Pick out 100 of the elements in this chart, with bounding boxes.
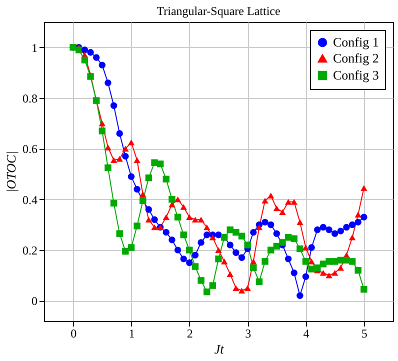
point (180, 256, 187, 262)
point (273, 230, 280, 237)
point (92, 54, 100, 61)
point (98, 120, 106, 126)
point (284, 256, 292, 262)
point (145, 216, 152, 223)
point (331, 258, 338, 265)
point (156, 160, 164, 168)
point (98, 62, 106, 68)
point (162, 228, 170, 236)
x-tick-label: 1 (128, 326, 135, 340)
point (110, 157, 118, 163)
point (192, 216, 199, 223)
point (198, 277, 204, 284)
point (360, 214, 368, 220)
point (140, 191, 146, 198)
point (104, 164, 112, 172)
point (110, 102, 118, 109)
point (296, 219, 304, 226)
point (209, 234, 216, 240)
point (116, 230, 123, 237)
point (354, 212, 362, 218)
point (198, 239, 204, 246)
point (145, 206, 152, 213)
x-axis-title: Jt (214, 342, 224, 356)
point (104, 79, 112, 86)
point (290, 270, 298, 276)
point (198, 216, 204, 223)
point (192, 252, 199, 258)
point (238, 232, 246, 240)
point (314, 264, 321, 272)
point (76, 46, 82, 54)
point (354, 218, 362, 226)
point (302, 273, 310, 280)
point (215, 232, 222, 238)
point (81, 56, 88, 64)
y-axis-title: |OTOC| (4, 151, 18, 193)
point (116, 156, 123, 162)
point (256, 224, 263, 230)
point (128, 173, 135, 180)
y-tick-label: 0 (32, 294, 38, 308)
point (267, 246, 274, 254)
point (296, 245, 304, 252)
point (320, 260, 327, 268)
x-tick-label: 3 (245, 326, 252, 340)
point (279, 209, 286, 215)
point (204, 232, 210, 238)
point (267, 221, 274, 228)
point (174, 196, 182, 202)
point (186, 259, 193, 266)
point (162, 176, 170, 182)
point (326, 272, 332, 278)
y-tick-label: 0.4 (22, 192, 38, 207)
point (134, 186, 140, 193)
point (174, 214, 182, 220)
x-tick-label: 5 (361, 326, 368, 340)
point (232, 249, 240, 256)
point (134, 157, 140, 163)
point (180, 231, 187, 238)
point (215, 247, 222, 253)
point (320, 270, 327, 276)
point (244, 285, 251, 291)
point (215, 256, 222, 262)
point (226, 242, 234, 248)
point (192, 263, 199, 270)
point (110, 200, 118, 207)
point (128, 139, 135, 146)
point (122, 146, 129, 152)
point (174, 246, 182, 254)
point (279, 239, 286, 246)
point (162, 214, 170, 220)
legend-label: Config 1 (333, 34, 379, 50)
point (343, 224, 350, 231)
x-tick-label: 2 (186, 326, 193, 340)
point (134, 222, 140, 230)
point (256, 278, 263, 286)
point (209, 282, 216, 289)
y-tick-label: 0.2 (22, 244, 38, 258)
point (244, 242, 251, 248)
point (262, 218, 268, 226)
point (226, 271, 234, 278)
point (186, 214, 193, 220)
point (116, 130, 123, 137)
point (250, 264, 257, 272)
point (204, 224, 210, 230)
point (151, 224, 158, 230)
point (296, 292, 304, 300)
point (290, 199, 298, 205)
point (151, 216, 158, 223)
point (145, 174, 152, 182)
point (337, 228, 344, 234)
legend-label: Config 3 (333, 68, 379, 82)
point (284, 199, 292, 205)
point (232, 228, 240, 236)
point (250, 258, 257, 264)
point (180, 204, 187, 210)
point (220, 258, 228, 264)
point (348, 221, 356, 228)
point (331, 270, 338, 276)
point (168, 236, 176, 244)
